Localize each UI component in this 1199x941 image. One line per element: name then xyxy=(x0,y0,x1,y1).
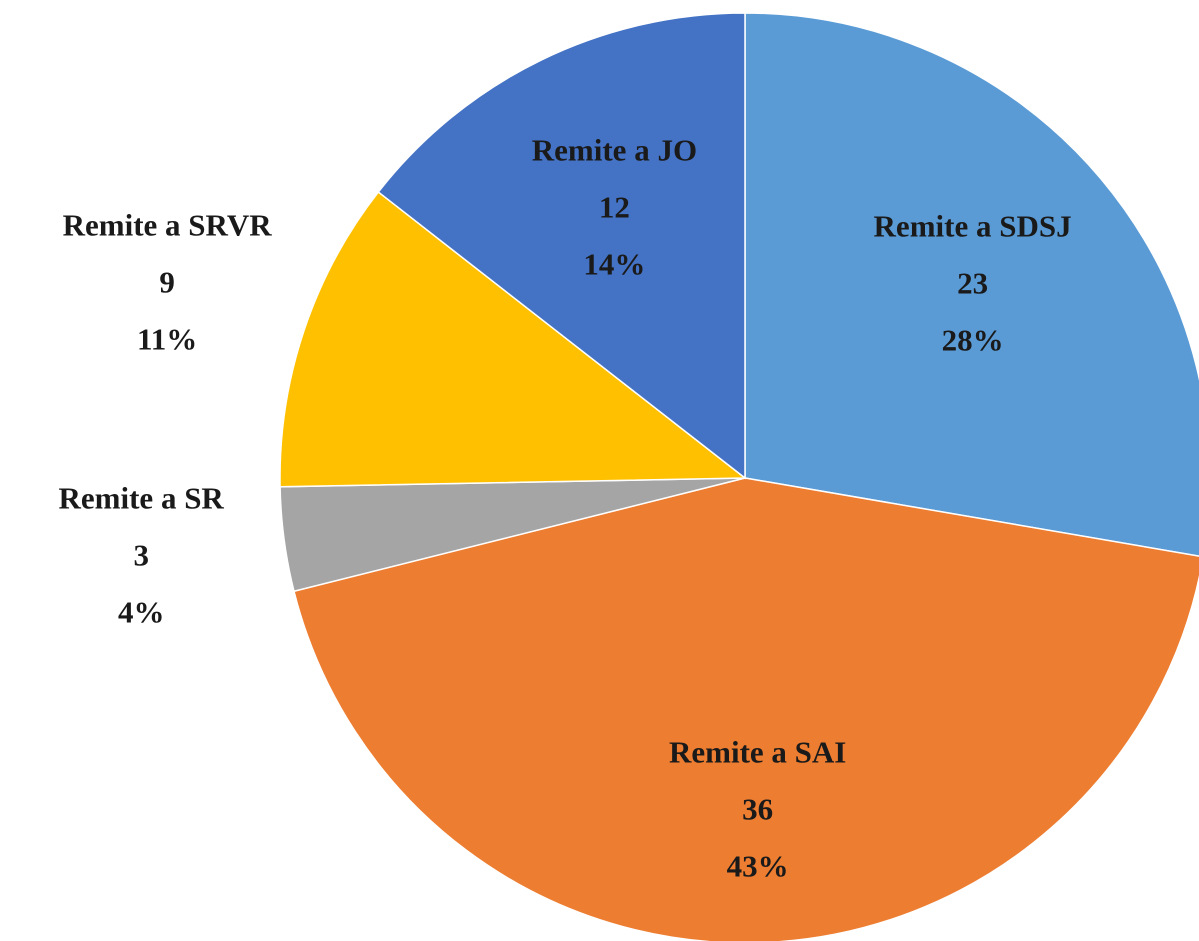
slice-label: Remite a SDSJ xyxy=(874,208,1072,243)
pie-slice xyxy=(377,12,746,480)
slice-value: 23 xyxy=(957,265,988,300)
slice-value: 36 xyxy=(742,792,773,827)
slice-label: Remite a JO xyxy=(532,133,697,168)
pie-slice xyxy=(279,190,748,488)
slice-percent: 11% xyxy=(137,321,197,356)
slice-percent: 4% xyxy=(118,595,165,630)
slice-label: Remite a SRVR xyxy=(63,207,273,242)
slice-percent: 14% xyxy=(583,247,645,282)
slice-label: Remite a SR xyxy=(59,481,225,516)
slice-value: 12 xyxy=(599,190,630,225)
slice-label: Remite a SAI xyxy=(669,735,846,770)
pie-slice xyxy=(293,477,1199,941)
slice-percent: 43% xyxy=(727,849,789,884)
slice-value: 3 xyxy=(133,538,149,573)
slice-value: 9 xyxy=(159,264,175,299)
pie-slice xyxy=(744,12,1199,557)
slice-percent: 28% xyxy=(942,322,1004,357)
